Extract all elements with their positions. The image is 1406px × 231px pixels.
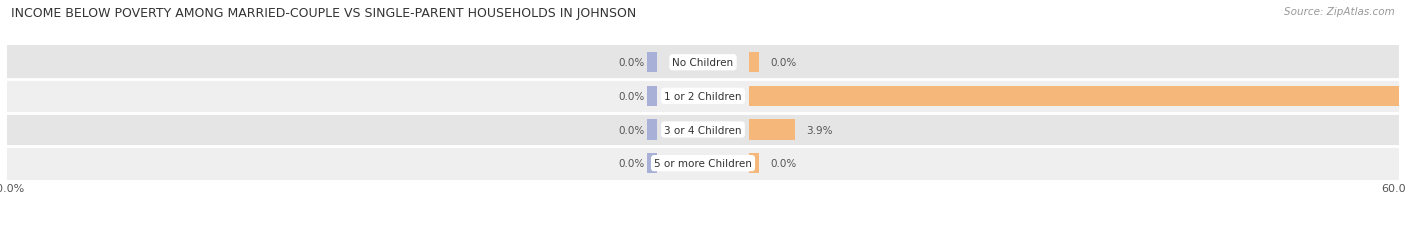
Bar <box>7 46 1399 80</box>
Bar <box>7 80 1399 113</box>
Text: 0.0%: 0.0% <box>770 58 797 68</box>
Text: 5 or more Children: 5 or more Children <box>654 158 752 168</box>
Text: 0.0%: 0.0% <box>619 91 645 101</box>
Bar <box>647 153 657 173</box>
Text: 0.0%: 0.0% <box>619 58 645 68</box>
Text: No Children: No Children <box>672 58 734 68</box>
Text: 1 or 2 Children: 1 or 2 Children <box>664 91 742 101</box>
Bar <box>647 53 657 73</box>
Bar <box>647 86 657 106</box>
Bar <box>7 147 1399 180</box>
Text: 0.0%: 0.0% <box>770 158 797 168</box>
Bar <box>749 53 759 73</box>
Text: INCOME BELOW POVERTY AMONG MARRIED-COUPLE VS SINGLE-PARENT HOUSEHOLDS IN JOHNSON: INCOME BELOW POVERTY AMONG MARRIED-COUPL… <box>11 7 637 20</box>
Text: Source: ZipAtlas.com: Source: ZipAtlas.com <box>1284 7 1395 17</box>
Text: 3 or 4 Children: 3 or 4 Children <box>664 125 742 135</box>
Text: 3.9%: 3.9% <box>806 125 832 135</box>
Bar <box>749 86 1406 106</box>
Bar <box>749 153 759 173</box>
Bar <box>7 113 1399 147</box>
Text: 0.0%: 0.0% <box>619 158 645 168</box>
Bar <box>749 120 794 140</box>
Text: 0.0%: 0.0% <box>619 125 645 135</box>
Bar <box>647 120 657 140</box>
